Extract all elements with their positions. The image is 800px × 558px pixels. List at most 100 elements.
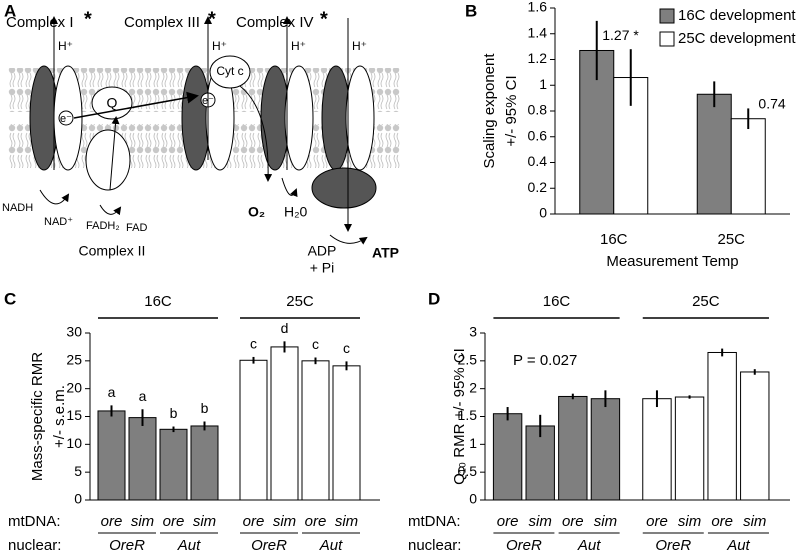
complex-ii xyxy=(85,129,131,191)
y-tick-label: 0.8 xyxy=(528,102,548,118)
y-tick-label: 1.4 xyxy=(528,24,548,40)
group-label: 16C xyxy=(144,293,172,310)
x-tick-label: 16C xyxy=(600,231,628,248)
y-tick-label: 15 xyxy=(66,407,82,423)
mtdna-label: sim xyxy=(594,513,617,530)
panel-a: A Complex I * Complex III * Complex IV *… xyxy=(2,1,400,276)
complex-label: Complex IV xyxy=(236,14,314,31)
bar xyxy=(696,93,732,215)
y-tick-label: 1.6 xyxy=(528,0,548,15)
y-axis-label: Q₁₀ RMR +/- 95% CI xyxy=(451,348,468,485)
nuclear-label: OreR xyxy=(655,537,691,554)
value-label: 1.27 * xyxy=(602,27,639,43)
mtdna-label: ore xyxy=(646,513,668,530)
y-tick-label: 0 xyxy=(74,491,82,507)
y-axis-label: +/- s.e.m. xyxy=(51,385,68,448)
legend-swatch xyxy=(659,31,675,47)
bar xyxy=(128,417,157,501)
mtdna-label: ore xyxy=(711,513,733,530)
bar xyxy=(492,413,523,501)
y-tick-label: 1.5 xyxy=(458,407,478,423)
bar xyxy=(190,425,219,501)
complex-label: Complex I xyxy=(6,14,74,31)
mtdna-label: ore xyxy=(305,513,327,530)
complex-iv-b xyxy=(284,65,314,171)
legend-label: 25C development xyxy=(678,30,796,47)
y-tick-label: 0.5 xyxy=(458,463,478,479)
asterisk: * xyxy=(320,8,328,30)
x-axis-label: Measurement Temp xyxy=(606,253,738,270)
significance-letter: c xyxy=(343,340,350,356)
bar xyxy=(642,398,672,501)
mtdna-label: ore xyxy=(497,513,519,530)
y-tick-label: 2.5 xyxy=(458,352,478,368)
bar xyxy=(740,371,770,501)
cyt-c-label: Cyt c xyxy=(216,64,243,78)
pi: + Pi xyxy=(310,260,335,276)
bar xyxy=(332,365,361,501)
mtdna-label: sim xyxy=(743,513,766,530)
bar xyxy=(674,396,705,501)
nad: NAD⁺ xyxy=(44,216,73,228)
proton: H⁺ xyxy=(352,39,367,53)
y-tick-label: 10 xyxy=(66,435,82,451)
y-tick-label: 25 xyxy=(66,352,82,368)
nuclear-label: Aut xyxy=(726,537,750,554)
nuclear-label: Aut xyxy=(577,537,601,554)
bar xyxy=(707,351,737,501)
mtdna-label: sim xyxy=(678,513,701,530)
y-tick-label: 0 xyxy=(539,205,547,221)
bar xyxy=(730,118,766,215)
nadh: NADH xyxy=(2,202,33,214)
electron xyxy=(58,110,74,126)
nuclear-label: Aut xyxy=(177,537,201,554)
y-tick-label: 20 xyxy=(66,379,82,395)
nuclear-label: OreR xyxy=(251,537,287,554)
fadh2: FADH₂ xyxy=(86,220,120,232)
bar xyxy=(525,425,555,501)
nuclear-label: Aut xyxy=(319,537,343,554)
atp: ATP xyxy=(372,245,399,261)
mtdna-label: ore xyxy=(562,513,584,530)
adp: ADP xyxy=(308,243,337,259)
mtdna-label: sim xyxy=(273,513,296,530)
y-axis-label: Mass-specific RMR xyxy=(29,352,46,481)
panel-label: A xyxy=(4,1,16,20)
y-tick-label: 0.6 xyxy=(528,127,548,143)
y-tick-label: 5 xyxy=(74,463,82,479)
row-label: mtDNA: xyxy=(408,513,461,530)
panel-label: D xyxy=(428,289,440,308)
o2: O₂ xyxy=(248,204,265,220)
significance-letter: a xyxy=(108,384,116,400)
y-axis-label: +/- 95% CI xyxy=(503,75,520,146)
proton: H⁺ xyxy=(58,39,73,53)
bar xyxy=(97,410,126,501)
bar xyxy=(590,398,621,501)
complex-label: Complex III xyxy=(124,14,200,31)
fad: FAD xyxy=(126,222,147,234)
y-axis-label: Scaling exponent xyxy=(481,53,498,169)
group-label: 25C xyxy=(692,293,720,310)
panel-label: C xyxy=(4,289,16,308)
y-tick-label: 0.4 xyxy=(528,153,548,169)
electron-arrow xyxy=(239,85,273,182)
legend-label: 16C development xyxy=(678,7,796,24)
electron-arrow xyxy=(109,116,120,191)
water: H₂0 xyxy=(284,204,308,220)
y-tick-label: 3 xyxy=(469,324,477,340)
row-label: nuclear: xyxy=(408,537,461,554)
electron-label: e⁻ xyxy=(202,95,214,107)
reaction-arrow xyxy=(99,204,122,216)
y-tick-label: 0.2 xyxy=(528,179,548,195)
mtdna-label: ore xyxy=(243,513,265,530)
electron-arrow xyxy=(73,91,199,119)
value-label: 0.74 xyxy=(758,95,785,111)
asterisk: * xyxy=(84,8,92,30)
significance-letter: c xyxy=(250,336,257,352)
group-label: 25C xyxy=(286,293,314,310)
mtdna-label: ore xyxy=(163,513,185,530)
proton: H⁺ xyxy=(212,39,227,53)
nuclear-label: OreR xyxy=(109,537,145,554)
reaction-arrow xyxy=(329,234,368,245)
